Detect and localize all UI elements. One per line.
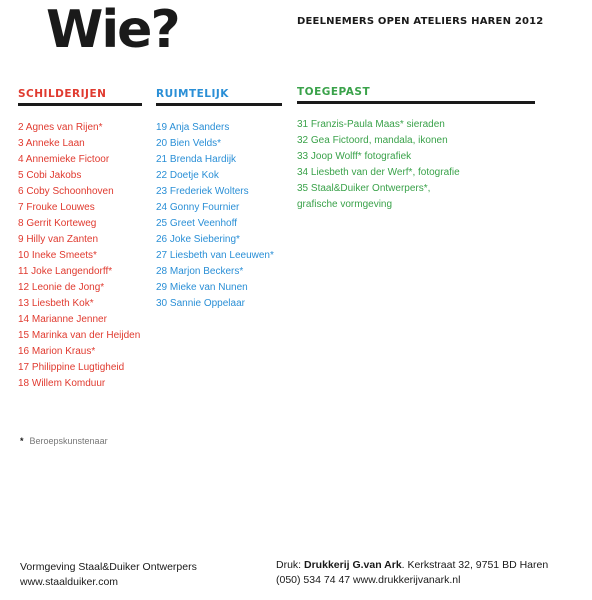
list-item: 5 Cobi Jakobs — [18, 170, 82, 181]
list-item: 19 Anja Sanders — [156, 122, 230, 133]
list-item: 13 Liesbeth Kok* — [18, 298, 94, 309]
list-item: 30 Sannie Oppelaar — [156, 298, 245, 309]
list-item: 14 Marianne Jenner — [18, 314, 107, 325]
designer-name: Vormgeving Staal&Duiker Ontwerpers — [20, 561, 197, 573]
list-item: 31 Franzis-Paula Maas* sieraden — [297, 119, 445, 130]
list-item: 32 Gea Fictoord, mandala, ikonen — [297, 135, 448, 146]
list-item: 4 Annemieke Fictoor — [18, 154, 110, 165]
footnote-text: Beroepskunstenaar — [29, 436, 108, 446]
list-item: 34 Liesbeth van der Werf*, fotografie — [297, 167, 460, 178]
printer-address: . Kerkstraat 32, 9751 BD Haren — [401, 559, 549, 571]
list-item: 15 Marinka van der Heijden — [18, 330, 141, 341]
heading-toegepast: TOEGEPAST — [297, 86, 535, 104]
list-item: grafische vormgeving — [297, 199, 393, 210]
list-ruimtelijk: 19 Anja Sanders 20 Bien Velds* 21 Brenda… — [156, 120, 274, 312]
designer-website: www.staalduiker.com — [20, 576, 119, 588]
footer-print-credit: Druk: Drukkerij G.van Ark. Kerkstraat 32… — [276, 558, 548, 588]
printer-line: Druk: Drukkerij G.van Ark. Kerkstraat 32… — [276, 558, 548, 573]
list-item: 35 Staal&Duiker Ontwerpers*, — [297, 183, 431, 194]
printer-name: Drukkerij G.van Ark — [304, 559, 402, 571]
page-subtitle: DEELNEMERS OPEN ATELIERS HAREN 2012 — [297, 16, 544, 27]
list-item: 12 Leonie de Jong* — [18, 282, 105, 293]
list-item: 24 Gonny Fournier — [156, 202, 240, 213]
heading-ruimtelijk: RUIMTELIJK — [156, 88, 282, 106]
list-item: 26 Joke Siebering* — [156, 234, 240, 245]
printer-contact: (050) 534 74 47 www.drukkerijvanark.nl — [276, 574, 461, 586]
list-item: 7 Frouke Louwes — [18, 202, 95, 213]
list-item: 25 Greet Veenhoff — [156, 218, 237, 229]
heading-schilderijen: SCHILDERIJEN — [18, 88, 142, 106]
list-item: 8 Gerrit Korteweg — [18, 218, 97, 229]
list-item: 3 Anneke Laan — [18, 138, 85, 149]
list-schilderijen: 2 Agnes van Rijen* 3 Anneke Laan 4 Annem… — [18, 120, 140, 392]
footnote: * Beroepskunstenaar — [20, 436, 108, 446]
list-item: 20 Bien Velds* — [156, 138, 222, 149]
list-toegepast: 31 Franzis-Paula Maas* sieraden 32 Gea F… — [297, 117, 460, 213]
list-item: 23 Frederiek Wolters — [156, 186, 249, 197]
list-item: 11 Joke Langendorff* — [18, 266, 113, 277]
list-item: 17 Philippine Lugtigheid — [18, 362, 125, 373]
list-item: 6 Coby Schoonhoven — [18, 186, 114, 197]
list-item: 28 Marjon Beckers* — [156, 266, 244, 277]
printer-prefix: Druk: — [276, 559, 305, 571]
list-item: 27 Liesbeth van Leeuwen* — [156, 250, 274, 261]
page-title: Wie? — [46, 0, 181, 60]
list-item: 10 Ineke Smeets* — [18, 250, 97, 261]
list-item: 2 Agnes van Rijen* — [18, 122, 103, 133]
asterisk-marker: * — [20, 436, 24, 446]
list-item: 22 Doetje Kok — [156, 170, 219, 181]
list-item: 16 Marion Kraus* — [18, 346, 96, 357]
list-item: 29 Mieke van Nunen — [156, 282, 248, 293]
list-item: 9 Hilly van Zanten — [18, 234, 99, 245]
list-item: 33 Joop Wolff* fotografiek — [297, 151, 412, 162]
list-item: 18 Willem Komduur — [18, 378, 106, 389]
list-item: 21 Brenda Hardijk — [156, 154, 237, 165]
footer-design-credit: Vormgeving Staal&Duiker Ontwerpers www.s… — [20, 560, 197, 590]
